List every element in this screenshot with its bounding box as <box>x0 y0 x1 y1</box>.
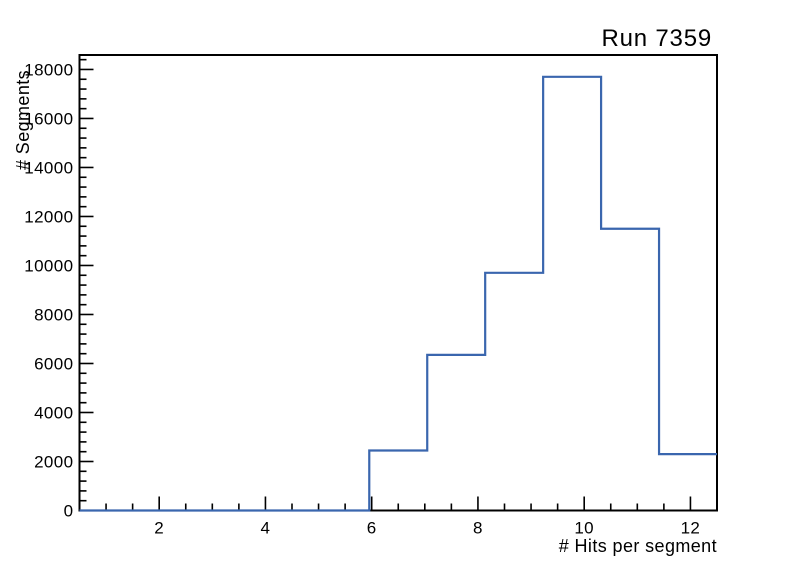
y-tick-label: 4000 <box>34 403 73 422</box>
y-tick-label: 12000 <box>24 207 73 226</box>
x-tick-label: 6 <box>367 519 377 538</box>
chart-title: Run 7359 <box>601 25 712 52</box>
x-tick-label: 10 <box>574 519 594 538</box>
y-axis-title: # Segments <box>13 69 33 170</box>
x-tick-label: 2 <box>154 519 164 538</box>
x-tick-label: 4 <box>261 519 271 538</box>
y-tick-label: 16000 <box>24 109 73 128</box>
y-tick-label: 18000 <box>24 60 73 79</box>
y-tick-label: 0 <box>64 502 74 521</box>
plot-frame <box>78 54 718 512</box>
y-tick-label: 10000 <box>24 256 73 275</box>
y-tick-label: 6000 <box>34 354 73 373</box>
x-tick-label: 12 <box>681 519 701 538</box>
x-axis-title: # Hits per segment <box>558 536 717 556</box>
x-tick-label: 8 <box>473 519 483 538</box>
y-tick-label: 14000 <box>24 158 73 177</box>
histogram-line <box>79 75 717 512</box>
y-tick-label: 2000 <box>34 452 73 471</box>
y-tick-label: 8000 <box>34 305 73 324</box>
